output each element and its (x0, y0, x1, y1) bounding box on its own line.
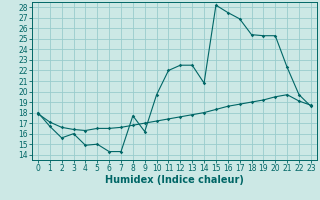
X-axis label: Humidex (Indice chaleur): Humidex (Indice chaleur) (105, 175, 244, 185)
